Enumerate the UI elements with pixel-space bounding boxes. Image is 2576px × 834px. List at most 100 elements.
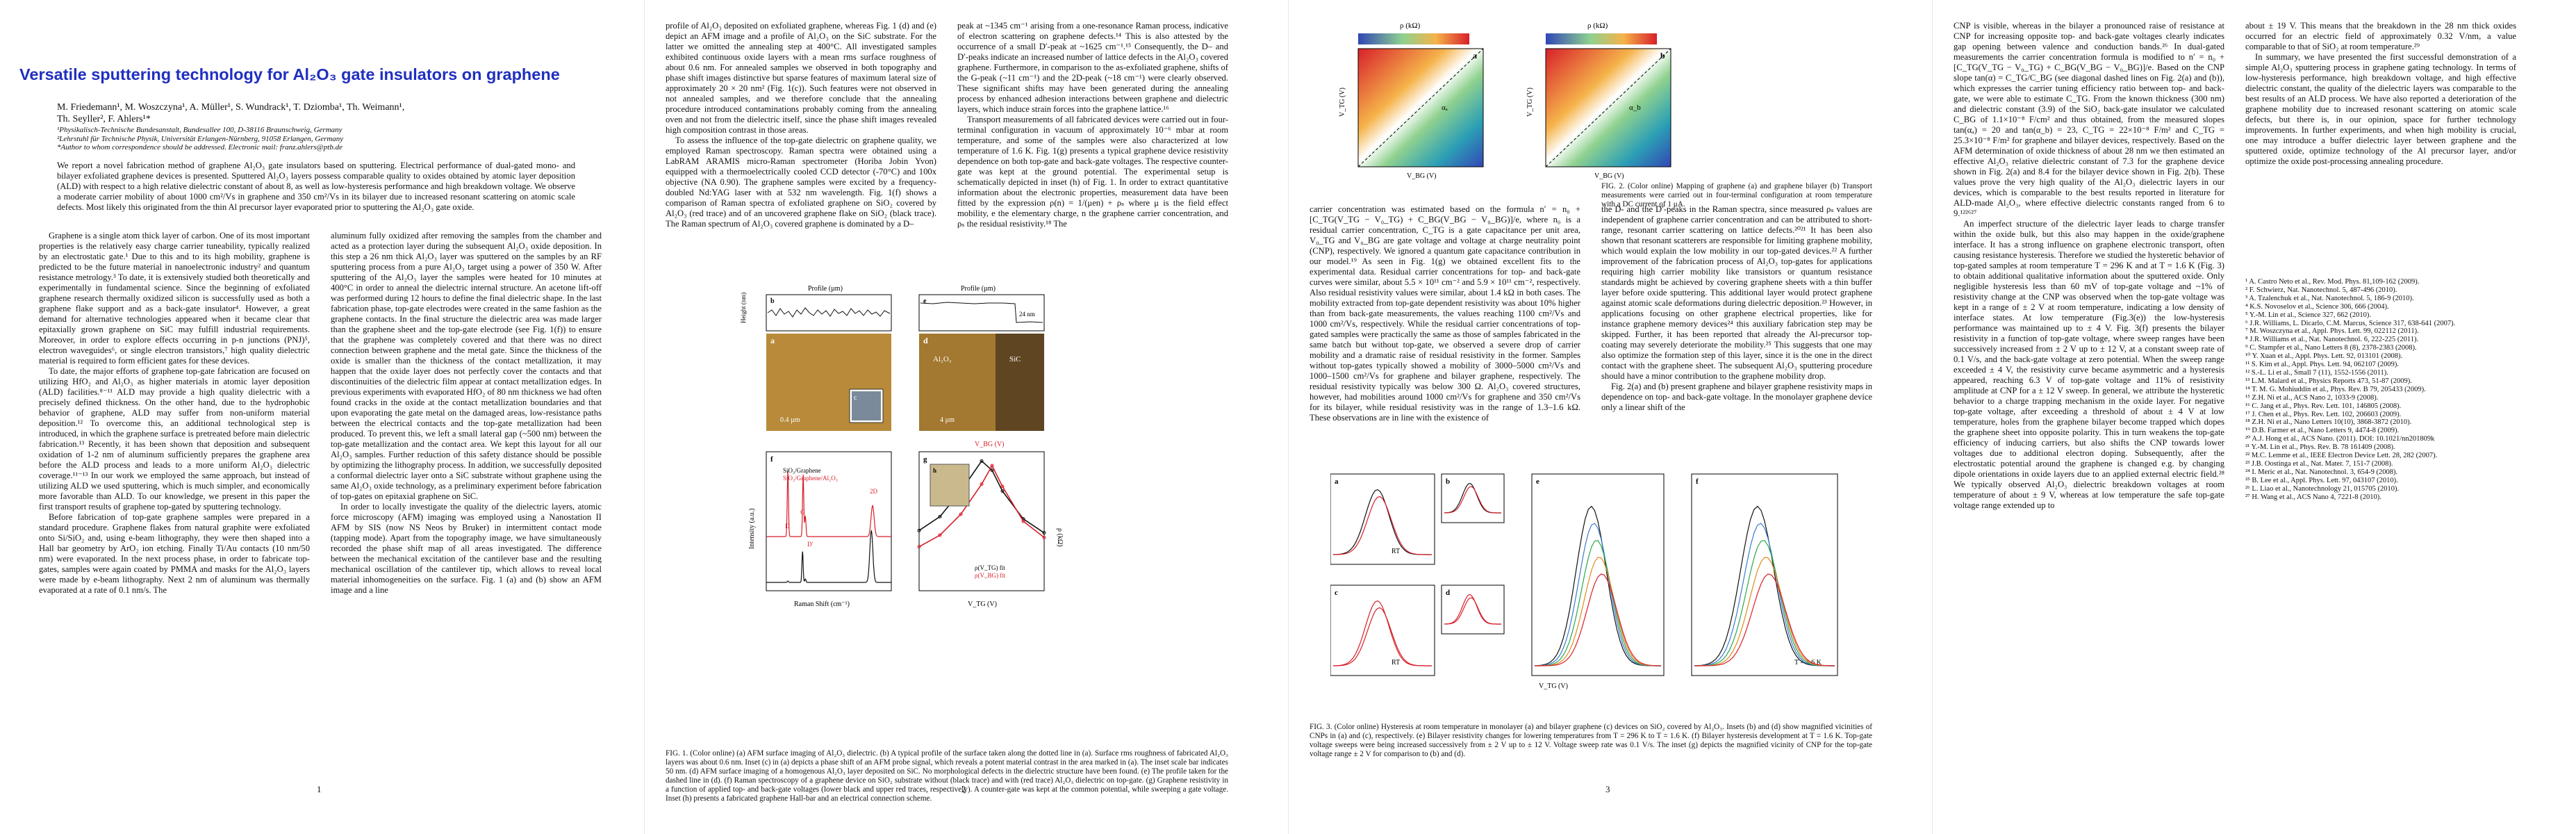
fig3-panel-frame [1441,473,1505,523]
x-axis-label: V_BG (V) [1594,172,1624,179]
panel-label: f [1696,477,1699,486]
paragraph: In summary, we have presented the first … [2245,52,2516,166]
page-2: profile of Al₂O₃ deposited on exfoliated… [644,0,1288,834]
page2-column-2: peak at ~1345 cm⁻¹ arising from a one-re… [957,21,1228,229]
hysteresis-curve [1694,540,1835,667]
page4-column-2: about ± 19 V. This means that the breakd… [2245,21,2516,167]
reference-item: ⁶ J.R. Williams, L. Dicarlo, C.M. Marcus… [2245,319,2456,327]
step-height-label: 24 nm [1019,311,1035,318]
raman-x-label: Raman Shift (cm⁻¹) [794,600,850,608]
hysteresis-curve [1694,505,1835,667]
scale-bar-label: 4 µm [940,416,955,424]
reference-item: ¹² S.-L. Li et al., Small 7 (11), 1552-1… [2245,368,2388,377]
panel-label: f [770,455,773,464]
figure-2: ρ (kΩ) a αₐ V_BG (V) V_TG (V) ρ (kΩ) b α… [1339,22,1671,179]
resistivity-point [1042,531,1046,535]
resistivity-point [1042,535,1046,539]
fig3-panel-frame [1441,584,1505,635]
rho-x-label: V_TG (V) [968,600,997,608]
alox-region-label: Al₂O₃ [933,355,952,363]
page-1: Versatile sputtering technology for Al₂O… [0,0,644,834]
panel-d: d Al₂O₃ SiC 4 µm [919,334,1044,431]
fig2-panel-a: ρ (kΩ) a αₐ V_BG (V) V_TG (V) [1339,22,1484,179]
resistivity-point [1000,484,1005,489]
hysteresis-curve [1534,523,1661,667]
peak-label: 2D [870,488,878,495]
panel-g: g h V_BG (V) V_TG (V) ρ (kΩ) ρ(V_TG) fit… [917,441,1064,608]
page3-column-2: the D- and the D′-peaks in the Raman spe… [1601,204,1872,413]
reference-item: ⁵ Y.-M. Lin et al., Science 327, 662 (20… [2245,311,2371,319]
panel-label: c [854,394,857,402]
reference-list: ¹ A. Castro Neto et al., Rev. Mod. Phys.… [2245,278,2516,501]
panel-label: a [1473,51,1477,60]
paragraph: carrier concentration was estimated base… [1310,204,1580,423]
peak-label: D [785,523,790,530]
paragraph: Fig. 2(a) and (b) present graphene and b… [1601,382,1872,412]
page-number: 3 [1605,784,1610,794]
paragraph: about ± 19 V. This means that the breakd… [2245,21,2516,51]
resistivity-point [938,533,942,537]
resistivity-point [1000,489,1005,493]
hysteresis-curve [1694,523,1835,667]
page1-column-2: aluminum fully oxidized after removing t… [331,231,602,596]
reference-item: ¹⁷ J. Chen et al., Phys. Rev. Lett. 102,… [2245,410,2402,418]
panel-b: b Profile (µm) Height (nm) [740,285,892,332]
raman-series-line [766,471,891,537]
paragraph: Before fabrication of top-gate graphene … [39,512,310,595]
reference-item: ²⁵ B. Lee et al., Appl. Phys. Lett. 97, … [2245,476,2398,484]
sic-region-label: SiC [1009,355,1021,363]
paragraph: Graphene is a single atom thick layer of… [39,231,310,366]
figure-3-caption: FIG. 3. (Color online) Hysteresis at roo… [1310,723,1872,758]
reference-item: ¹⁸ Z.H. Ni et al., Nano Letters 10(10), … [2245,418,2412,427]
affiliation-1: ¹Physikalisch-Technische Bundesanstalt, … [57,126,342,134]
reference-item: ¹ A. Castro Neto et al., Rev. Mod. Phys.… [2245,278,2420,286]
panel-label: g [923,455,927,464]
paragraph: To assess the influence of the top-gate … [666,136,936,229]
peak-label: G [800,509,805,516]
slope-label: αₐ [1442,104,1448,112]
page4-column-1: CNP is visible, whereas in the bilayer a… [1954,21,2224,511]
page3-column-1: carrier concentration was estimated base… [1310,204,1580,423]
resistivity-series-line [918,460,1045,534]
hysteresis-curve [1535,573,1661,667]
height-axis-label: Height (nm) [740,293,747,323]
panel-label: a [770,336,775,345]
panel-f: f D G 2D D′ SiO₂/Graphene SiO₂/Graphene/Al₂… [748,451,892,608]
author-list: M. Friedemann¹, M. Woszczyna¹, A. Müller… [57,101,404,125]
resistivity-point [990,468,994,473]
paragraph: CNP is visible, whereas in the bilayer a… [1954,21,2224,218]
panel-label: e [923,297,927,305]
affiliations: ¹Physikalisch-Technische Bundesanstalt, … [57,126,343,152]
reference-item: ¹⁴ T. M. G. Mohiuddin et al., Phys. Rev.… [2245,385,2426,393]
profile-axis-label: Profile (µm) [808,285,843,293]
fig3-x-label: V_TG (V) [1539,682,1568,689]
legend-graphene: SiO₂/Graphene [783,467,821,474]
peak-label: D′ [807,541,813,548]
panel-label: c [1335,589,1338,597]
reference-item: ²⁶ L. Liao et al., Nanotechnology 21, 01… [2245,484,2400,493]
resistivity-point [980,482,984,486]
affiliation-2: ²Lehrstuhl für Technische Physik, Univer… [57,134,344,143]
fig3-panel-frame [1691,473,1838,676]
paragraph: To date, the major efforts of graphene t… [39,366,310,512]
resistivity-point [1021,519,1025,523]
paragraph: Transport measurements of all fabricated… [957,115,1228,229]
page-3: ρ (kΩ) a αₐ V_BG (V) V_TG (V) ρ (kΩ) b α… [1288,0,1932,834]
raman-plot: D G 2D D′ [766,471,891,583]
resistivity-point [959,512,963,516]
reference-item: ²⁴ I. Meric et al., Nat. Nanotechnol. 3,… [2245,468,2398,476]
hysteresis-curve [1694,557,1835,667]
fig2-panel-b: ρ (kΩ) b α_b V_BG (V) V_TG (V) [1526,22,1671,179]
reference-item: ⁸ J.R. Williams et al., Nat. Nanotechnol… [2245,336,2419,344]
figure-1-caption: FIG. 1. (Color online) (a) AFM surface i… [666,749,1228,803]
resistivity-point [980,459,984,463]
resistivity-point [990,464,994,468]
slope-label: α_b [1629,104,1641,112]
panel-label: d [1446,589,1450,597]
affiliation-3: *Author to whom correspondence should be… [57,143,342,152]
resistivity-point [917,545,921,549]
legend-backgate-fit: ρ(V_BG) fit [975,572,1006,579]
page-number: 1 [317,784,322,794]
temperature-label: RT [1392,659,1400,667]
paragraph: profile of Al₂O₃ deposited on exfoliated… [666,21,936,135]
